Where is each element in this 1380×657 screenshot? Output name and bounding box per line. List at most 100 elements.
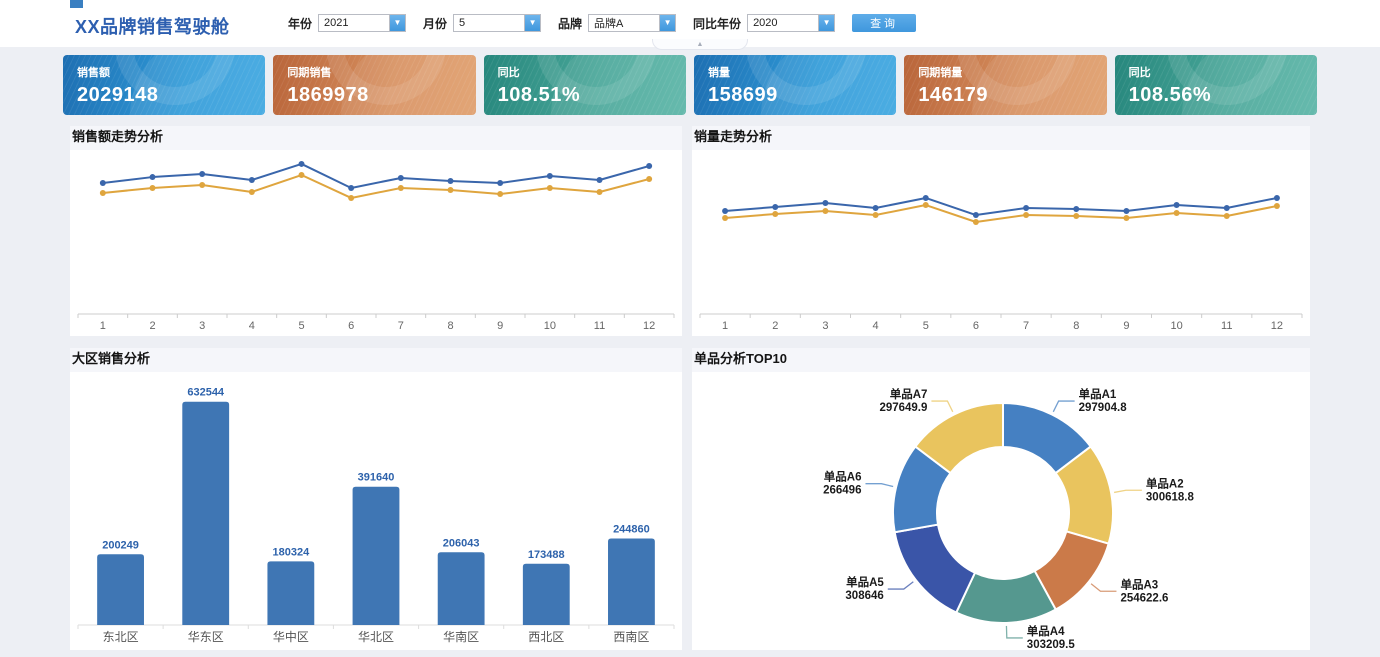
volume-trend-title: 销量走势分析: [692, 126, 1310, 150]
svg-text:2: 2: [149, 320, 155, 332]
svg-text:303209.5: 303209.5: [1027, 639, 1076, 650]
year-select[interactable]: 2021 ▼: [318, 14, 407, 32]
chevron-down-icon[interactable]: ▼: [818, 15, 835, 31]
filter-compare-year: 同比年份 2020 ▼: [693, 14, 836, 32]
kpi-value: 158699: [707, 84, 778, 106]
kpi-label: 同期销量: [918, 67, 963, 79]
svg-text:632544: 632544: [187, 387, 225, 399]
svg-text:3: 3: [822, 320, 828, 332]
svg-text:11: 11: [1221, 320, 1232, 332]
brand-label: 品牌: [558, 16, 583, 31]
kpi-label: 销售额: [77, 67, 110, 79]
svg-text:391640: 391640: [358, 472, 395, 484]
month-select-value: 5: [459, 17, 466, 29]
volume-trend-chart[interactable]: 1 2 3 4 5 6 7 8 9 10 11 12: [692, 150, 1310, 336]
brand-mark: [70, 0, 83, 8]
svg-text:4: 4: [873, 320, 879, 332]
svg-text:7: 7: [398, 320, 404, 332]
chevron-down-icon[interactable]: ▼: [389, 15, 406, 31]
caret-up-icon: ▲: [696, 40, 704, 48]
top-products-section: 单品分析TOP10 单品A1 297904.8 单品A2 300618.8 单品A3 25…: [692, 348, 1310, 650]
svg-text:206043: 206043: [443, 537, 480, 549]
top-products-chart[interactable]: 单品A1 297904.8 单品A2 300618.8 单品A3 254622.6 单品A4…: [692, 372, 1310, 650]
page-title: XX品牌销售驾驶舱: [75, 17, 230, 37]
svg-text:东北区: 东北区: [103, 630, 139, 644]
svg-text:9: 9: [1123, 320, 1129, 332]
chevron-down-icon[interactable]: ▼: [659, 15, 676, 31]
sales-trend-section: 销售额走势分析 1 2 3 4 5 6 7 8 9 10 11 12: [70, 126, 682, 336]
collapse-filter-handle[interactable]: ▲: [652, 39, 748, 50]
year-label: 年份: [288, 16, 313, 31]
svg-text:3: 3: [199, 320, 205, 332]
kpi-card-prev-volume: 同期销量 146179: [904, 55, 1107, 115]
svg-text:5: 5: [298, 320, 304, 332]
region-sales-title: 大区销售分析: [70, 348, 682, 372]
kpi-card-volume: 销量 158699: [693, 55, 897, 115]
query-button[interactable]: 查询: [852, 14, 917, 32]
kpi-value: 108.56%: [1128, 84, 1212, 106]
svg-text:300618.8: 300618.8: [1146, 491, 1195, 503]
kpi-label: 同比: [1128, 67, 1151, 79]
svg-text:单品A1: 单品A1: [1079, 387, 1117, 401]
svg-text:266496: 266496: [823, 485, 861, 497]
svg-text:8: 8: [447, 320, 453, 332]
svg-text:华南区: 华南区: [443, 629, 479, 644]
brand-select-value: 品牌A: [594, 18, 624, 30]
svg-text:254622.6: 254622.6: [1120, 592, 1168, 604]
brand-select[interactable]: 品牌A ▼: [588, 14, 677, 32]
filter-brand: 品牌 品牌A ▼: [558, 14, 677, 32]
kpi-value: 1869978: [287, 84, 369, 106]
kpi-value: 2029148: [77, 84, 159, 106]
kpi-card-sales-yoy: 同比 108.51%: [483, 55, 686, 115]
region-sales-chart[interactable]: 200249 东北区 632544 华东区 180324 华中区 391640 华北区 2060…: [70, 372, 682, 650]
svg-text:244860: 244860: [613, 524, 650, 536]
kpi-value: 146179: [918, 84, 989, 106]
filter-bar: 年份 2021 ▼ 月份 5 ▼ 品牌 品牌A ▼ 同比年份 2020 ▼: [288, 14, 917, 32]
kpi-card-sales-amount: 销售额 2029148: [63, 55, 266, 115]
svg-text:9: 9: [497, 320, 503, 332]
compare-year-select[interactable]: 2020 ▼: [747, 14, 836, 32]
svg-text:6: 6: [973, 320, 979, 332]
kpi-card-prev-sales: 同期销售 1869978: [273, 55, 476, 115]
svg-text:173488: 173488: [528, 549, 565, 561]
filter-year: 年份 2021 ▼: [288, 14, 407, 32]
compare-year-label: 同比年份: [693, 16, 742, 31]
svg-text:6: 6: [348, 320, 354, 332]
svg-text:12: 12: [643, 320, 655, 332]
year-select-value: 2021: [324, 17, 349, 29]
svg-text:西南区: 西南区: [613, 629, 649, 644]
svg-text:单品A7: 单品A7: [890, 387, 928, 401]
svg-text:华北区: 华北区: [358, 630, 394, 644]
filter-month: 月份 5 ▼: [423, 14, 542, 32]
svg-text:单品A4: 单品A4: [1027, 624, 1065, 638]
svg-text:8: 8: [1073, 320, 1079, 332]
kpi-card-volume-yoy: 同比 108.56%: [1114, 55, 1317, 115]
volume-trend-section: 销量走势分析 1 2 3 4 5 6 7 8 9 10 11 12: [692, 126, 1310, 336]
svg-text:1: 1: [100, 320, 106, 332]
svg-text:西北区: 西北区: [528, 630, 564, 644]
compare-year-select-value: 2020: [753, 17, 778, 29]
svg-text:297649.9: 297649.9: [879, 402, 927, 414]
svg-text:308646: 308646: [845, 590, 883, 602]
chevron-down-icon[interactable]: ▼: [524, 15, 541, 31]
svg-text:12: 12: [1271, 320, 1283, 332]
region-sales-section: 大区销售分析 200249 东北区 632544 华东区 180324 华中区 391640…: [70, 348, 682, 650]
svg-text:5: 5: [923, 320, 929, 332]
kpi-card-row: 销售额 2029148 同期销售 1869978 同比 108.51% 销量 1…: [63, 55, 1317, 115]
svg-text:华东区: 华东区: [188, 630, 224, 644]
svg-text:10: 10: [544, 320, 556, 332]
svg-text:单品A2: 单品A2: [1146, 476, 1184, 490]
svg-text:180324: 180324: [272, 546, 310, 558]
sales-trend-title: 销售额走势分析: [70, 126, 682, 150]
sales-trend-chart[interactable]: 1 2 3 4 5 6 7 8 9 10 11 12: [70, 150, 682, 336]
month-select[interactable]: 5 ▼: [453, 14, 542, 32]
svg-text:10: 10: [1170, 320, 1182, 332]
svg-text:单品A5: 单品A5: [846, 575, 884, 589]
svg-text:7: 7: [1023, 320, 1029, 332]
svg-text:2: 2: [772, 320, 778, 332]
svg-text:单品A6: 单品A6: [824, 470, 862, 484]
svg-text:4: 4: [249, 320, 255, 332]
svg-text:华中区: 华中区: [273, 629, 309, 644]
kpi-label: 同期销售: [287, 67, 332, 79]
svg-text:297904.8: 297904.8: [1079, 402, 1128, 414]
